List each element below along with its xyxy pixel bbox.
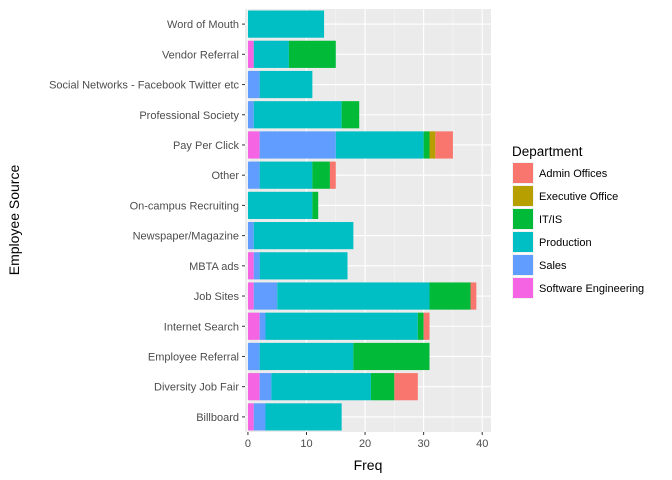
- bar-segment: [259, 342, 354, 371]
- bar-segment: [253, 282, 278, 310]
- bar-segment: [271, 373, 371, 401]
- bar-segment: [329, 161, 336, 189]
- y-tick-label: Internet Search: [164, 321, 239, 333]
- bar-segment: [353, 342, 430, 371]
- legend-swatch: [513, 186, 533, 206]
- y-tick-label: Vendor Referral: [162, 49, 239, 61]
- bar-segment: [247, 40, 254, 68]
- y-tick-label: Newspaper/Magazine: [133, 231, 239, 243]
- y-tick-label: Diversity Job Fair: [154, 382, 239, 394]
- bar-segment: [253, 101, 342, 129]
- bar-segment: [247, 101, 254, 129]
- bar-segment: [253, 403, 266, 431]
- legend-label: Production: [539, 237, 592, 249]
- bar-segment: [259, 70, 313, 99]
- y-axis-ticks: Word of Mouth Vendor Referral Social Netwo…: [49, 19, 245, 424]
- bar-segment: [247, 131, 260, 159]
- bar-segment: [277, 282, 430, 310]
- y-tick-label: Billboard: [196, 412, 239, 424]
- bar-segment: [259, 252, 348, 280]
- x-tick-label: 40: [476, 438, 488, 450]
- y-tick-label: Professional Society: [139, 110, 239, 122]
- legend-swatch: [513, 278, 533, 298]
- bar-segment: [423, 312, 430, 340]
- bar-segment: [265, 403, 342, 431]
- legend-swatch: [513, 209, 533, 229]
- bar-segment: [247, 222, 254, 250]
- bar-segment: [247, 312, 260, 340]
- bar-segment: [247, 373, 260, 401]
- legend-swatch: [513, 255, 533, 275]
- y-tick-label: Employee Referral: [148, 351, 239, 363]
- y-axis-title: Employee Source: [6, 165, 22, 276]
- bar-segment: [429, 282, 471, 310]
- legend-title: Department: [512, 144, 583, 159]
- bar-segment: [259, 373, 272, 401]
- bar-segment: [259, 312, 266, 340]
- legend-swatch: [513, 232, 533, 252]
- bars: [247, 10, 477, 431]
- legend-label: Executive Office: [539, 191, 618, 203]
- y-tick-label: On-campus Recruiting: [130, 200, 239, 212]
- bar-segment: [247, 191, 313, 219]
- x-tick-label: 10: [300, 438, 312, 450]
- bar-segment: [247, 161, 260, 189]
- x-tick-label: 30: [418, 438, 430, 450]
- bar-segment: [341, 101, 360, 129]
- bar-segment: [253, 222, 354, 250]
- bar-segment: [247, 282, 254, 310]
- bar-segment: [312, 191, 319, 219]
- y-tick-label: Word of Mouth: [167, 19, 239, 31]
- y-tick-label: Social Networks - Facebook Twitter etc: [49, 80, 239, 92]
- legend-label: Software Engineering: [539, 283, 644, 295]
- bar-segment: [265, 312, 418, 340]
- y-tick-label: Pay Per Click: [173, 140, 240, 152]
- bar-segment: [435, 131, 453, 159]
- bar-segment: [429, 131, 436, 159]
- x-tick-label: 0: [245, 438, 251, 450]
- bar-segment: [312, 161, 330, 189]
- legend-label: IT/IS: [539, 214, 562, 226]
- legend: Department Admin Offices Executive Office…: [512, 144, 644, 299]
- bar-segment: [470, 282, 477, 310]
- legend-swatch: [513, 163, 533, 183]
- x-axis-title: Freq: [354, 457, 383, 473]
- bar-segment: [259, 161, 313, 189]
- y-tick-label: MBTA ads: [189, 261, 239, 273]
- bar-segment: [417, 312, 424, 340]
- bar-segment: [247, 70, 260, 99]
- x-tick-label: 20: [359, 438, 371, 450]
- bar-segment: [247, 252, 254, 280]
- x-axis-ticks: 0 10 20 30 40: [245, 432, 488, 450]
- bar-segment: [253, 252, 260, 280]
- legend-label: Admin Offices: [539, 168, 608, 180]
- bar-segment: [253, 40, 289, 68]
- bar-segment: [247, 403, 254, 431]
- legend-label: Sales: [539, 260, 567, 272]
- bar-segment: [288, 40, 336, 68]
- bar-segment: [423, 131, 430, 159]
- y-tick-label: Job Sites: [194, 291, 240, 303]
- bar-segment: [394, 373, 418, 401]
- bar-segment: [247, 342, 260, 371]
- bar-segment: [247, 10, 325, 38]
- bar-segment: [259, 131, 336, 159]
- bar-segment: [335, 131, 424, 159]
- y-tick-label: Other: [211, 170, 239, 182]
- bar-segment: [370, 373, 395, 401]
